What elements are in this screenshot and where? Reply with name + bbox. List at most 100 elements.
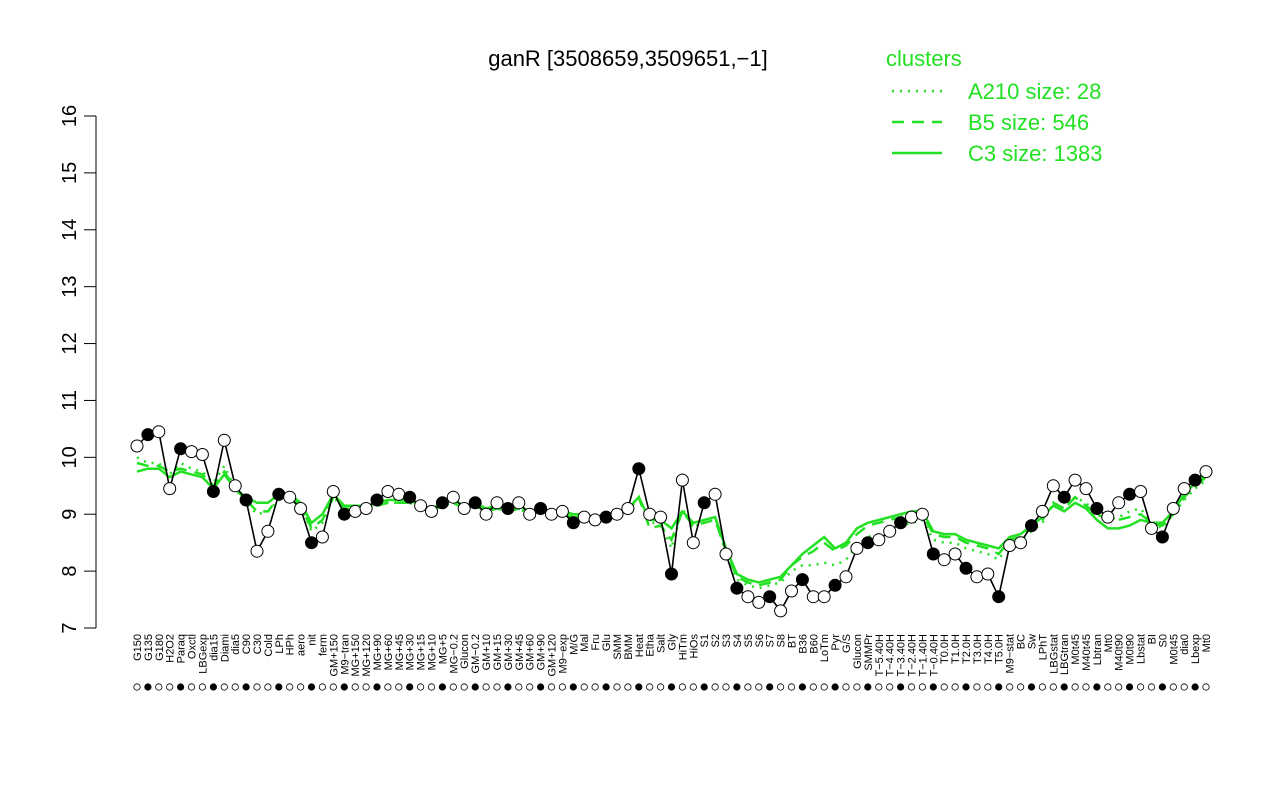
- data-point: [839, 570, 853, 584]
- x-tick-label: MG+45: [394, 634, 406, 670]
- x-marker: [700, 683, 708, 691]
- x-marker: [984, 683, 992, 691]
- x-marker: [1202, 683, 1210, 691]
- x-marker: [733, 683, 741, 691]
- data-point: [1177, 482, 1191, 496]
- x-tick-label: Glu: [601, 634, 613, 651]
- y-tick-label: 16: [59, 105, 81, 127]
- data-point: [174, 442, 188, 456]
- x-tick-label: BC: [1016, 634, 1028, 649]
- x-marker: [1126, 683, 1134, 691]
- data-point: [512, 496, 526, 510]
- x-tick-label: GM+10: [481, 634, 493, 670]
- x-tick-label: HiTm: [677, 634, 689, 660]
- x-marker: [569, 683, 577, 691]
- data-point: [414, 499, 428, 513]
- y-tick-label: 11: [59, 390, 81, 411]
- x-marker: [220, 683, 228, 691]
- x-marker: [635, 683, 643, 691]
- x-marker: [504, 683, 512, 691]
- x-tick-label: Glucon: [852, 634, 864, 669]
- x-marker: [940, 683, 948, 691]
- x-marker: [580, 683, 588, 691]
- data-point: [239, 493, 253, 507]
- data-point: [1188, 473, 1202, 487]
- x-marker: [1115, 683, 1123, 691]
- data-point: [861, 536, 875, 550]
- x-marker: [373, 683, 381, 691]
- x-marker: [624, 683, 632, 691]
- data-point: [1166, 502, 1180, 515]
- x-tick-label: Mt0: [1103, 634, 1115, 652]
- data-point: [577, 510, 591, 524]
- data-point: [948, 547, 962, 561]
- cluster-line: [136, 461, 1207, 587]
- legend-entry: A210 size: 28: [968, 79, 1101, 104]
- x-marker: [1147, 683, 1156, 691]
- x-marker: [962, 683, 970, 691]
- x-tick-label: C90: [241, 634, 253, 654]
- x-tick-label: T−3.40H: [896, 634, 908, 677]
- x-tick-label: SMM: [612, 634, 624, 660]
- x-tick-label: G180: [154, 634, 166, 661]
- x-tick-label: H2O2: [165, 634, 177, 663]
- x-marker: [798, 683, 807, 691]
- x-marker: [329, 683, 337, 691]
- x-marker: [1016, 683, 1025, 691]
- data-point: [632, 462, 646, 476]
- x-tick-label: MG+60: [383, 634, 395, 670]
- x-tick-label: GM+15: [492, 634, 504, 670]
- x-tick-label: GM−0.2: [470, 634, 482, 673]
- x-tick-label: SMMPr: [863, 634, 875, 671]
- x-tick-label: Sw: [1027, 634, 1039, 649]
- x-tick-label: dia15: [208, 634, 220, 661]
- data-point: [479, 507, 493, 521]
- x-tick-label: S2: [710, 634, 722, 647]
- x-tick-label: BMM: [623, 634, 635, 660]
- x-tick-label: Mal: [579, 634, 591, 652]
- data-point: [457, 502, 471, 515]
- x-marker: [198, 683, 206, 691]
- x-tick-label: C30: [252, 634, 264, 654]
- y-tick-label: 10: [59, 446, 81, 468]
- data-point: [970, 570, 984, 584]
- x-tick-label: B36: [797, 634, 809, 654]
- data-point: [675, 473, 689, 487]
- legend-entry: C3 size: 1383: [968, 141, 1103, 166]
- data-point: [195, 448, 209, 461]
- data-point: [1025, 519, 1038, 533]
- data-point: [806, 590, 820, 604]
- x-marker: [776, 683, 785, 691]
- data-point: [905, 510, 918, 524]
- x-tick-label: G/S: [841, 634, 853, 653]
- data-point: [435, 496, 449, 510]
- x-tick-label: T1.0H: [950, 634, 962, 664]
- x-marker: [340, 683, 348, 691]
- data-point: [872, 533, 886, 547]
- data-point: [1112, 496, 1126, 510]
- x-tick-label: M0t90: [1125, 634, 1137, 665]
- x-tick-label: S6: [754, 634, 766, 647]
- x-marker: [1082, 683, 1090, 691]
- x-marker: [351, 683, 359, 691]
- x-marker: [209, 683, 217, 691]
- x-marker: [242, 683, 250, 691]
- x-tick-label: MG+150: [350, 634, 362, 677]
- data-point: [763, 590, 777, 604]
- data-point: [1057, 490, 1071, 504]
- x-tick-label: S8: [776, 634, 788, 647]
- data-point: [817, 590, 831, 604]
- x-marker: [1071, 683, 1079, 691]
- x-marker: [275, 683, 283, 691]
- data-point: [555, 504, 569, 518]
- x-tick-label: T3.0H: [972, 634, 984, 664]
- x-tick-label: ferm: [317, 634, 329, 656]
- x-marker: [406, 683, 414, 691]
- x-marker: [536, 683, 545, 691]
- data-point: [545, 507, 558, 521]
- y-tick-label: 8: [59, 566, 81, 577]
- x-tick-label: S4: [732, 634, 744, 647]
- data-point: [959, 561, 973, 575]
- x-marker: [646, 683, 654, 691]
